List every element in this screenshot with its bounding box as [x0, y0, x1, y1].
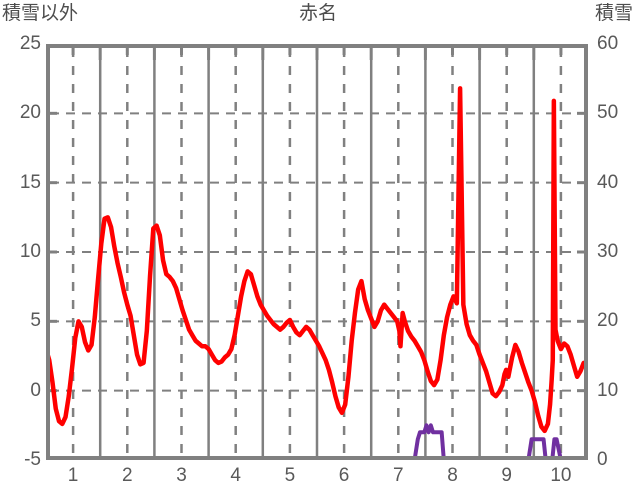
x-axis-tick-label: 3	[176, 465, 187, 486]
x-axis-tick-label: 6	[338, 465, 350, 486]
right-axis-tick-label: 20	[597, 310, 619, 332]
x-axis-tick-label: 9	[501, 465, 512, 486]
horizontal-gridlines	[50, 112, 584, 392]
vertical-major-gridlines	[98, 48, 536, 456]
x-axis-tick-label: 5	[284, 465, 296, 486]
series-line-snow	[46, 423, 588, 460]
left-axis-tick-label: 25	[19, 33, 41, 54]
left-axis-tick-label: 0	[30, 379, 41, 401]
x-axis-tick-label: 1	[67, 465, 79, 486]
x-axis-tick-label: 4	[230, 465, 241, 486]
x-axis-tick-label: 8	[447, 465, 458, 486]
left-axis-title: 積雪以外	[2, 3, 79, 24]
right-axis-tick-label: 30	[597, 241, 619, 262]
left-axis-tick-label: 15	[19, 171, 41, 193]
right-axis-tick-label: 0	[597, 449, 608, 470]
right-axis-tick-label: 50	[597, 102, 619, 124]
vertical-minor-gridlines	[71, 48, 563, 456]
chart-title: 赤名	[298, 3, 337, 24]
axis-tick-marks	[50, 48, 584, 393]
right-axis-title: 積雪	[594, 3, 633, 24]
left-axis-tick-label: 10	[19, 241, 41, 262]
right-axis-tick-label: 40	[597, 171, 619, 193]
x-axis-tick-label: 10	[550, 465, 572, 486]
left-axis-tick-label: -5	[24, 449, 41, 470]
x-axis-tick-label: 2	[122, 465, 133, 486]
x-axis-tick-label: 7	[393, 465, 404, 486]
right-axis-tick-label: 60	[597, 33, 619, 54]
chart-plot-svg	[46, 44, 588, 460]
plot-border	[46, 44, 588, 460]
right-axis-tick-label: 10	[597, 379, 619, 401]
left-axis-tick-label: 20	[19, 102, 41, 124]
plot-area	[46, 44, 588, 460]
left-axis-tick-label: 5	[30, 310, 41, 332]
series-line-nonsnow	[46, 86, 588, 434]
